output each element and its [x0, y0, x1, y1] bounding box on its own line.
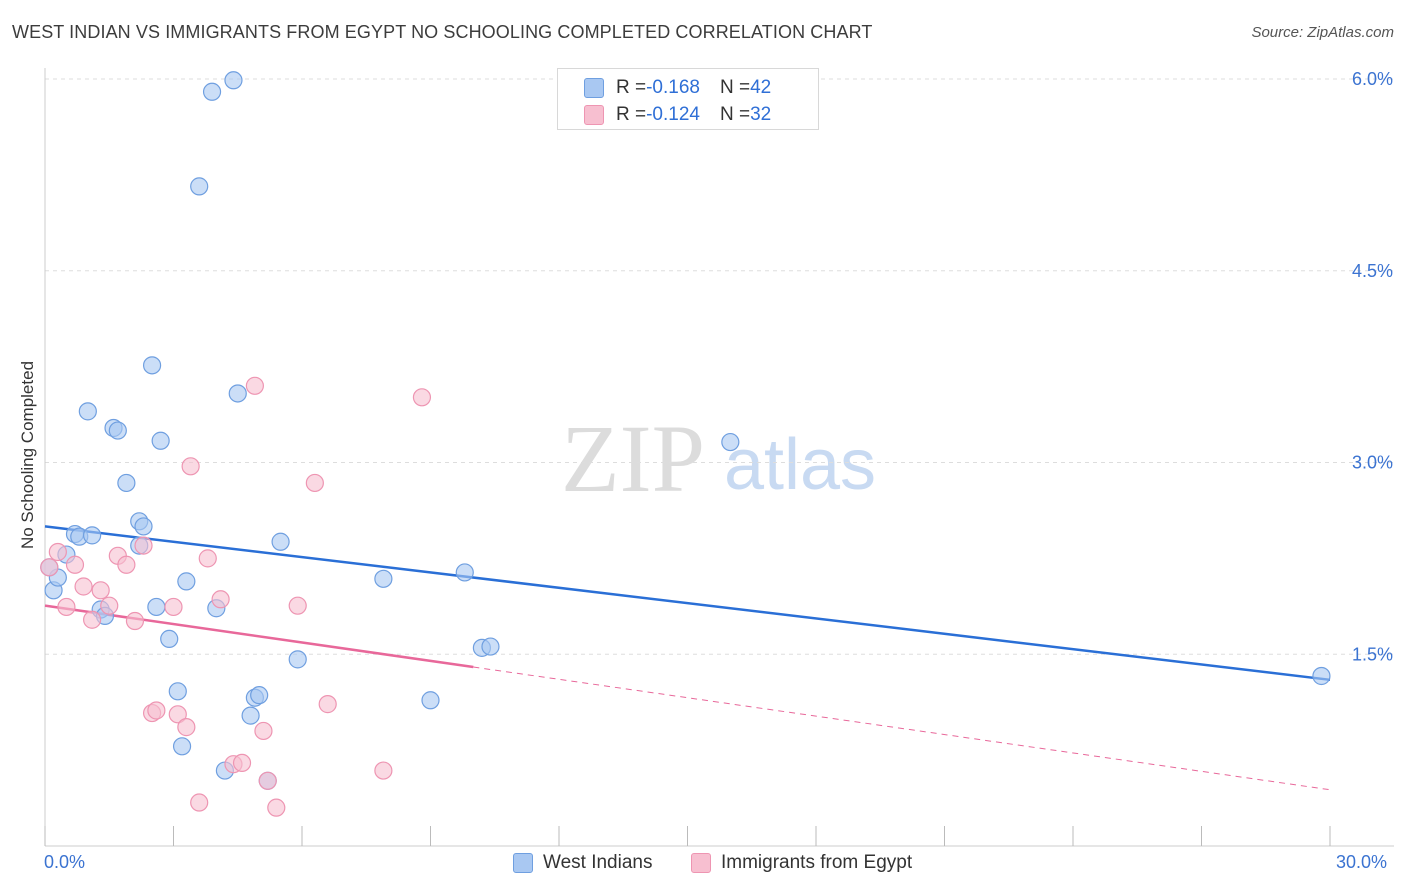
- point-egypt: [74, 577, 93, 596]
- gridlines: [45, 78, 1394, 655]
- legend-swatch-blue: [513, 853, 533, 873]
- point-west-indians: [1312, 666, 1331, 686]
- point-west-indians: [172, 737, 192, 756]
- point-west-indians: [374, 569, 393, 588]
- legend-n-label: N =: [719, 104, 751, 125]
- point-egypt: [83, 610, 102, 629]
- point-egypt: [190, 793, 209, 812]
- point-egypt: [57, 597, 76, 617]
- correlation-legend: R = -0.168 N = 42 R = -0.124 N = 32: [557, 68, 819, 130]
- legend-swatch-pink: [691, 853, 711, 873]
- source-label: Source: ZipAtlas.com: [1251, 24, 1394, 41]
- point-egypt: [125, 611, 145, 631]
- trend-line-egypt-extension: [473, 666, 1331, 791]
- legend-item-west-indians: West Indians: [513, 852, 652, 874]
- y-tick-labels: 1.5% 3.0% 4.5% 6.0%: [1352, 69, 1393, 664]
- point-egypt: [177, 718, 196, 737]
- point-west-indians: [241, 706, 260, 725]
- point-west-indians: [288, 650, 307, 669]
- point-west-indians: [177, 572, 196, 591]
- x-tick-max: 30.0%: [1336, 852, 1388, 872]
- point-egypt: [164, 597, 183, 617]
- point-west-indians: [202, 82, 222, 101]
- legend-r-value: -0.124: [646, 104, 700, 125]
- point-egypt: [117, 555, 136, 574]
- axes: [44, 68, 1394, 847]
- point-west-indians: [190, 177, 209, 196]
- legend-row-west-indians: R = -0.168 N = 42: [584, 77, 771, 99]
- point-west-indians: [108, 421, 127, 440]
- point-west-indians: [250, 686, 269, 705]
- y-tick-label: 3.0%: [1352, 453, 1393, 473]
- point-egypt: [245, 376, 264, 395]
- point-egypt: [374, 761, 393, 780]
- point-egypt: [40, 558, 59, 577]
- legend-r-label: R =: [616, 77, 647, 98]
- legend-label-egypt: Immigrants from Egypt: [721, 852, 913, 873]
- point-egypt: [100, 596, 119, 615]
- point-egypt: [211, 590, 230, 609]
- point-egypt: [65, 555, 85, 574]
- watermark-zip: ZIP: [561, 405, 705, 512]
- series-legend: West Indians Immigrants from Egypt: [0, 852, 1406, 878]
- y-tick-label: 1.5%: [1352, 644, 1393, 664]
- legend-swatch-blue: [584, 78, 604, 98]
- watermark-atlas: atlas: [724, 425, 876, 505]
- chart-title: WEST INDIAN VS IMMIGRANTS FROM EGYPT NO …: [12, 22, 873, 42]
- point-egypt: [181, 457, 200, 476]
- x-tick-min: 0.0%: [44, 852, 86, 872]
- point-west-indians: [421, 691, 440, 710]
- data-points: [40, 71, 1331, 817]
- point-egypt: [91, 581, 110, 600]
- legend-n-label: N =: [719, 77, 751, 98]
- point-west-indians: [142, 356, 162, 375]
- point-egypt: [232, 753, 252, 773]
- point-west-indians: [83, 526, 102, 545]
- y-tick-label: 6.0%: [1352, 69, 1393, 89]
- point-egypt: [258, 771, 277, 790]
- point-egypt: [134, 536, 153, 555]
- point-west-indians: [117, 473, 136, 493]
- point-egypt: [305, 473, 324, 493]
- legend-item-egypt: Immigrants from Egypt: [691, 852, 912, 874]
- point-west-indians: [481, 637, 500, 656]
- point-egypt: [168, 705, 187, 724]
- point-west-indians: [228, 384, 247, 403]
- legend-swatch-pink: [584, 105, 604, 125]
- point-west-indians: [147, 597, 166, 617]
- point-egypt: [318, 695, 337, 714]
- point-egypt: [198, 549, 217, 568]
- point-west-indians: [134, 517, 153, 536]
- trend-line-west-indians: [44, 525, 1331, 682]
- trend-lines: [44, 525, 1331, 791]
- point-egypt: [412, 388, 432, 407]
- legend-n-value: 42: [750, 77, 772, 98]
- point-west-indians: [160, 629, 179, 649]
- point-west-indians: [721, 432, 740, 452]
- point-egypt: [288, 596, 307, 615]
- y-tick-label: 4.5%: [1352, 261, 1393, 281]
- legend-row-egypt: R = -0.124 N = 32: [584, 104, 771, 126]
- point-west-indians: [455, 563, 474, 582]
- point-egypt: [48, 542, 67, 562]
- point-west-indians: [151, 431, 170, 450]
- legend-r-label: R =: [616, 104, 647, 125]
- trend-line-egypt: [44, 604, 474, 669]
- point-west-indians: [224, 71, 243, 90]
- point-west-indians: [271, 532, 290, 551]
- legend-n-value: 32: [750, 104, 772, 125]
- point-egypt: [147, 701, 166, 720]
- point-egypt: [267, 798, 286, 817]
- point-west-indians: [78, 402, 97, 421]
- point-west-indians: [168, 682, 187, 701]
- point-egypt: [254, 721, 273, 741]
- legend-r-value: -0.168: [646, 77, 700, 98]
- legend-label-west-indians: West Indians: [543, 852, 653, 873]
